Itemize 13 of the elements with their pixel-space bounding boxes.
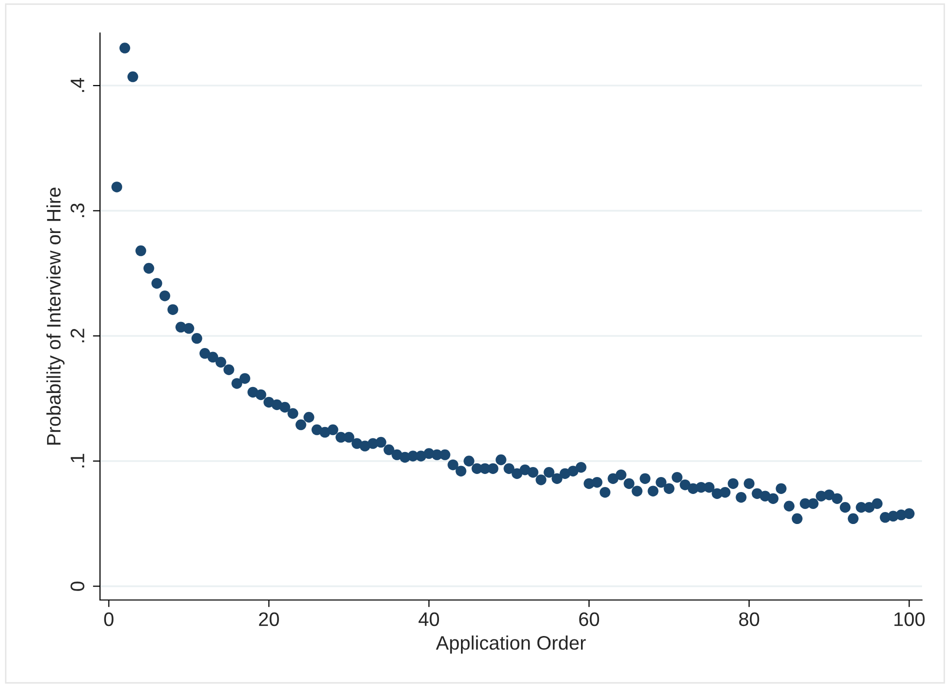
x-tick-label: 20	[259, 612, 279, 626]
y-axis-title: Probability of Interview or Hire	[46, 188, 65, 445]
x-tick-label: 60	[579, 612, 600, 626]
y-tick-label: .4	[70, 78, 84, 92]
x-tick-label: 40	[418, 612, 440, 626]
x-axis-title: Application Order	[436, 635, 586, 654]
x-tick-label: 0	[104, 612, 114, 626]
y-tick-label: .1	[70, 454, 84, 468]
x-tick-label: 100	[894, 612, 925, 626]
x-tick-label: 80	[739, 612, 760, 626]
y-tick-label: .2	[70, 328, 84, 342]
y-tick-label: .3	[70, 203, 84, 218]
y-tick-label: 0	[70, 582, 84, 591]
